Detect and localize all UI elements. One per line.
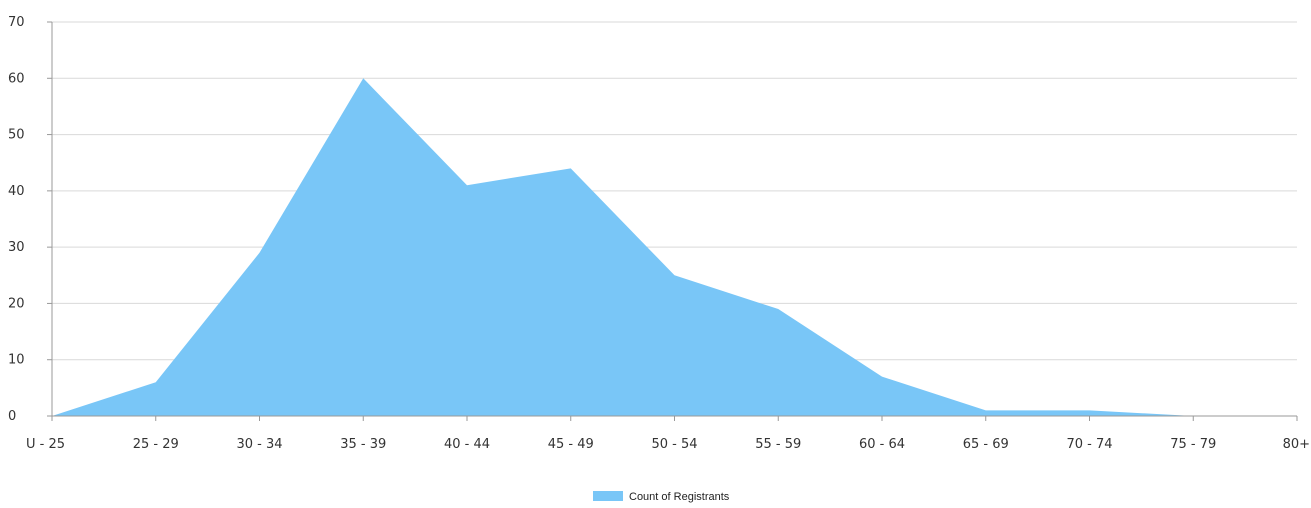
x-tick-label-11: 75 - 79 [1170,437,1216,452]
y-tick-label-50: 50 [8,128,25,143]
x-tick-label-6: 50 - 54 [651,437,697,452]
y-tick-labels: 0 10 20 30 40 50 60 70 [8,15,52,424]
y-tick-label-60: 60 [8,71,25,86]
y-tick-label-20: 20 [8,296,25,311]
area-series-count-of-registrants [52,78,1297,417]
x-tick-labels: U - 25 25 - 29 30 - 34 35 - 39 40 - 44 45 - 4… [26,416,1310,452]
y-tick-label-10: 10 [8,353,25,368]
x-tick-label-1: 25 - 29 [133,437,179,452]
y-tick-label-0: 0 [8,409,16,424]
x-tick-label-5: 45 - 49 [548,437,594,452]
legend-swatch [593,491,623,501]
x-tick-label-0: U - 25 [26,437,65,452]
x-tick-label-4: 40 - 44 [444,437,490,452]
x-tick-label-9: 65 - 69 [963,437,1009,452]
legend-label: Count of Registrants [629,491,730,503]
x-tick-label-10: 70 - 74 [1066,437,1112,452]
y-tick-label-30: 30 [8,240,25,255]
legend: Count of Registrants [593,491,730,503]
x-tick-label-2: 30 - 34 [236,437,282,452]
x-tick-label-8: 60 - 64 [859,437,905,452]
x-tick-label-7: 55 - 59 [755,437,801,452]
x-tick-label-3: 35 - 39 [340,437,386,452]
y-tick-label-40: 40 [8,184,25,199]
y-tick-label-70: 70 [8,15,25,30]
x-tick-label-12: 80+ [1283,437,1310,452]
